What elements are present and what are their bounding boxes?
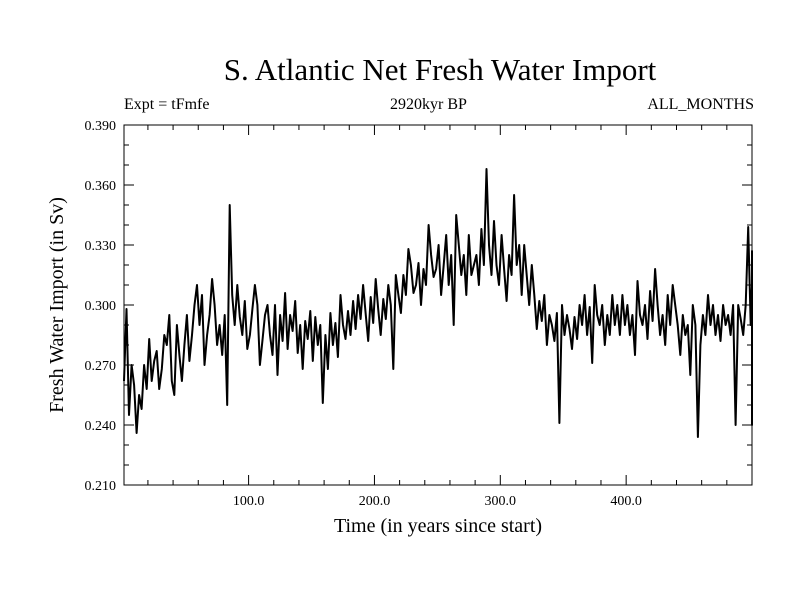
y-tick-labels: 0.210 0.240 0.270 0.300 0.330 0.360 0.390 (85, 119, 117, 494)
y-tick-label: 0.330 (85, 239, 117, 254)
chart-title: S. Atlantic Net Fresh Water Import (223, 52, 657, 87)
y-tick-label: 0.270 (85, 359, 117, 374)
y-axis-title: Fresh Water Import (in Sv) (46, 197, 68, 413)
y-tick-label: 0.240 (85, 419, 117, 434)
y-tick-label: 0.360 (85, 179, 117, 194)
x-tick-label: 400.0 (610, 494, 642, 509)
x-axis-title: Time (in years since start) (334, 515, 542, 537)
period-label: 2920kyr BP (390, 96, 467, 113)
x-tick-labels: 100.0 200.0 300.0 400.0 (233, 494, 642, 509)
y-tick-label: 0.300 (85, 299, 117, 314)
y-tick-label: 0.210 (85, 479, 117, 494)
x-tick-label: 100.0 (233, 494, 265, 509)
y-tick-label: 0.390 (85, 119, 117, 134)
experiment-label: Expt = tFmfe (124, 96, 210, 113)
x-tick-label: 300.0 (485, 494, 517, 509)
x-tick-label: 200.0 (359, 494, 391, 509)
data-series-line (123, 168, 753, 438)
months-label: ALL_MONTHS (647, 96, 754, 113)
